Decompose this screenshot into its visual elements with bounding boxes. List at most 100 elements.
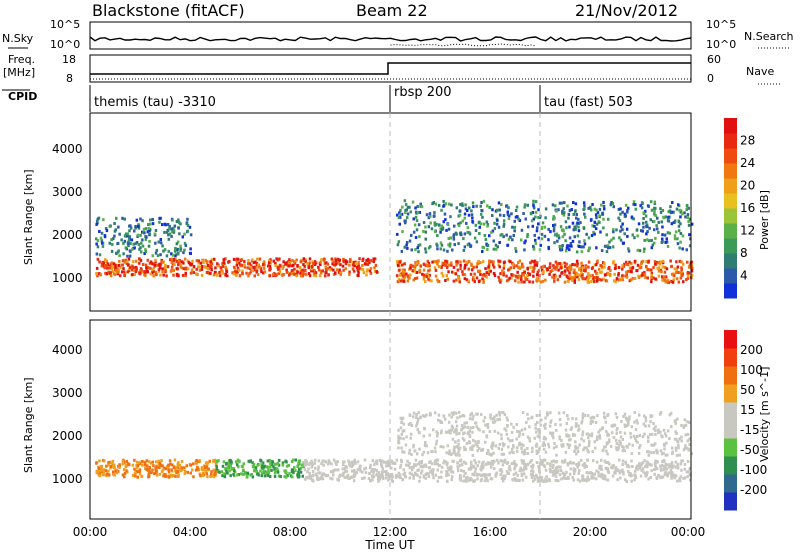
heatmap-cell [164, 474, 167, 478]
heatmap-cell [99, 236, 103, 240]
heatmap-cell [290, 460, 294, 464]
heatmap-cell [327, 267, 330, 271]
heatmap-cell [623, 212, 627, 216]
heatmap-cell [629, 435, 633, 439]
heatmap-cell [417, 243, 420, 247]
heatmap-cell [469, 245, 472, 248]
heatmap-cell [139, 246, 142, 250]
heatmap-cell [551, 431, 555, 435]
heatmap-cell [472, 265, 475, 269]
heatmap-cell [607, 267, 610, 271]
heatmap-cell [480, 201, 483, 204]
heatmap-cell [105, 264, 108, 267]
heatmap-cell [540, 476, 544, 480]
heatmap-cell [459, 203, 462, 206]
heatmap-cell [442, 445, 445, 449]
heatmap-cell [505, 274, 508, 278]
heatmap-cell [293, 466, 296, 470]
heatmap-cell [527, 225, 530, 229]
heatmap-cell [304, 258, 307, 262]
heatmap-cell [531, 466, 534, 470]
heatmap-cell [399, 476, 402, 479]
heatmap-cell [653, 200, 656, 204]
heatmap-cell [169, 473, 172, 477]
heatmap-cell [274, 274, 278, 278]
heatmap-cell [601, 211, 604, 215]
heatmap-cell [270, 463, 274, 467]
heatmap-cell [652, 276, 655, 280]
heatmap-cell [110, 267, 114, 271]
heatmap-cell [385, 476, 388, 480]
heatmap-cell [645, 220, 648, 224]
heatmap-cell [113, 463, 116, 467]
heatmap-cell [549, 230, 552, 234]
heatmap-cell [434, 274, 438, 278]
heatmap-cell [505, 416, 509, 420]
heatmap-cell [508, 276, 511, 280]
heatmap-cell [441, 227, 445, 231]
heatmap-cell [582, 448, 585, 452]
heatmap-cell [125, 261, 129, 265]
heatmap-cell [670, 474, 673, 478]
heatmap-cell [381, 470, 384, 474]
heatmap-cell [174, 258, 177, 262]
heatmap-cell [604, 466, 607, 470]
heatmap-cell [310, 465, 314, 469]
heatmap-cell [483, 416, 487, 420]
heatmap-cell [361, 268, 365, 272]
heatmap-cell [268, 259, 271, 263]
heatmap-cell [146, 230, 150, 234]
heatmap-cell [593, 207, 597, 211]
heatmap-cell [408, 276, 411, 280]
heatmap-cell [154, 467, 157, 471]
heatmap-cell [144, 466, 147, 470]
heatmap-cell [511, 263, 514, 267]
heatmap-cell [655, 261, 659, 264]
heatmap-cell [109, 274, 113, 278]
heatmap-cell [425, 275, 428, 279]
heatmap-cell [373, 266, 376, 270]
heatmap-cell [317, 265, 320, 269]
heatmap-cell [419, 264, 422, 268]
heatmap-cell [684, 215, 687, 219]
heatmap-cell [482, 199, 486, 203]
heatmap-cell [683, 424, 686, 428]
heatmap-cell [460, 463, 464, 467]
heatmap-cell [643, 414, 646, 418]
heatmap-cell [559, 465, 562, 469]
heatmap-cell [144, 237, 148, 241]
heatmap-cell [585, 446, 588, 450]
heatmap-cell [634, 428, 638, 432]
heatmap-cell [326, 462, 330, 466]
heatmap-cell [185, 464, 189, 468]
heatmap-cell [234, 270, 237, 274]
heatmap-cell [348, 263, 351, 267]
heatmap-cell [112, 237, 115, 241]
heatmap-cell [636, 263, 640, 267]
heatmap-cell [397, 216, 401, 220]
heatmap-cell [108, 224, 112, 228]
heatmap-cell [431, 202, 434, 206]
heatmap-cell [673, 476, 676, 480]
heatmap-cell [245, 271, 248, 275]
heatmap-cell [459, 221, 462, 225]
heatmap-cell [468, 429, 471, 433]
heatmap-cell [156, 254, 160, 258]
heatmap-cell [581, 277, 585, 281]
power-ylabel: Slant Range [km] [22, 169, 35, 265]
heatmap-cell [403, 245, 406, 249]
heatmap-cell [477, 259, 480, 263]
heatmap-cell [478, 447, 481, 450]
heatmap-cell [171, 262, 175, 266]
heatmap-cell [662, 467, 666, 471]
heatmap-cell [590, 234, 594, 237]
heatmap-cell [248, 262, 252, 266]
colorbar-segment [724, 384, 737, 403]
heatmap-cell [529, 265, 532, 269]
heatmap-cell [457, 451, 460, 455]
heatmap-cell [216, 470, 220, 474]
heatmap-cell [531, 269, 534, 273]
heatmap-cell [175, 272, 179, 276]
heatmap-cell [95, 266, 99, 270]
heatmap-cell [533, 233, 536, 237]
